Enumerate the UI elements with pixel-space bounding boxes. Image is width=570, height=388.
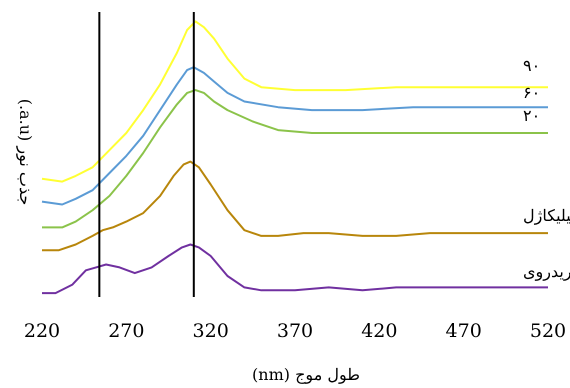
x-tick-label: 420: [361, 320, 397, 342]
x-axis-tick-labels: 220 270 320 370 420 470 520: [24, 320, 566, 342]
series-labels: ۹۰ ۶۰ ۲۰ سیلیکاژل کلریدروی: [523, 56, 570, 281]
x-tick-label: 370: [277, 320, 313, 342]
series-label-0: ۹۰: [523, 56, 540, 75]
y-axis-title: جذب نور (a.u.): [16, 99, 35, 205]
series-line-1: [41, 66, 548, 206]
series-line-4: [42, 243, 548, 295]
x-tick-label: 220: [24, 320, 60, 342]
series-line-0: [41, 20, 548, 183]
series-line-2: [42, 89, 548, 229]
series-label-2: ۲۰: [523, 106, 540, 125]
x-tick-label: 520: [530, 320, 566, 342]
series-label-3: سیلیکاژل: [523, 206, 570, 225]
x-tick-label: 470: [446, 320, 482, 342]
reference-lines: [98, 12, 195, 297]
plot-lines: [41, 20, 548, 295]
series-label-1: ۶۰: [523, 83, 540, 102]
series-line-3: [42, 160, 548, 252]
series-label-4: کلریدروی: [523, 262, 570, 281]
x-tick-label: 270: [108, 320, 144, 342]
x-axis-title: طول موج (nm): [252, 365, 360, 384]
x-tick-label: 320: [193, 320, 229, 342]
